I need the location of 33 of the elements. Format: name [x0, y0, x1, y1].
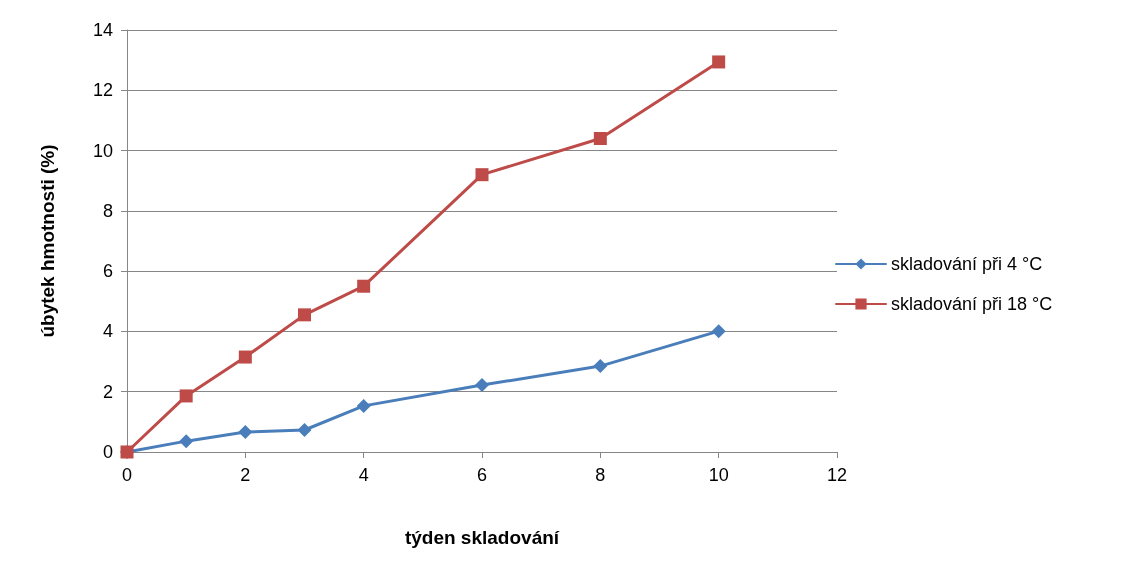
- point: [711, 324, 726, 339]
- point: [593, 359, 608, 374]
- point: [298, 308, 311, 322]
- point: [475, 378, 489, 393]
- point: [356, 398, 371, 413]
- point: [475, 168, 489, 182]
- y-tick-label: 14: [92, 20, 113, 40]
- point: [179, 389, 193, 403]
- y-axis-title: úbytek hmotnosti (%): [37, 144, 58, 338]
- x-tick-label: 4: [358, 465, 369, 485]
- y-tick-label: 12: [92, 80, 113, 101]
- point: [238, 350, 252, 364]
- point: [712, 55, 726, 69]
- point: [357, 279, 371, 293]
- legend-label: skladování při 18 °C: [891, 294, 1053, 314]
- y-tick-label: 6: [102, 261, 113, 282]
- point: [238, 425, 253, 440]
- x-tick-label: 8: [595, 465, 606, 485]
- x-axis-title: týden skladování: [404, 527, 560, 548]
- y-tick-label: 8: [102, 200, 113, 221]
- x-tick-label: 2: [240, 465, 251, 485]
- y-tick-label: 10: [92, 140, 113, 161]
- x-tick-label: 6: [476, 465, 488, 485]
- point: [179, 434, 194, 449]
- point: [593, 132, 607, 146]
- point: [297, 423, 312, 437]
- y-tick-label: 4: [102, 321, 113, 342]
- x-tick-label: 0: [121, 465, 133, 485]
- x-tick-label: 12: [826, 465, 848, 485]
- x-tick-label: 10: [708, 465, 729, 485]
- legend-label: skladování při 4 °C: [891, 254, 1043, 274]
- y-tick-label: 0: [102, 442, 113, 462]
- y-tick-label: 2: [102, 381, 113, 402]
